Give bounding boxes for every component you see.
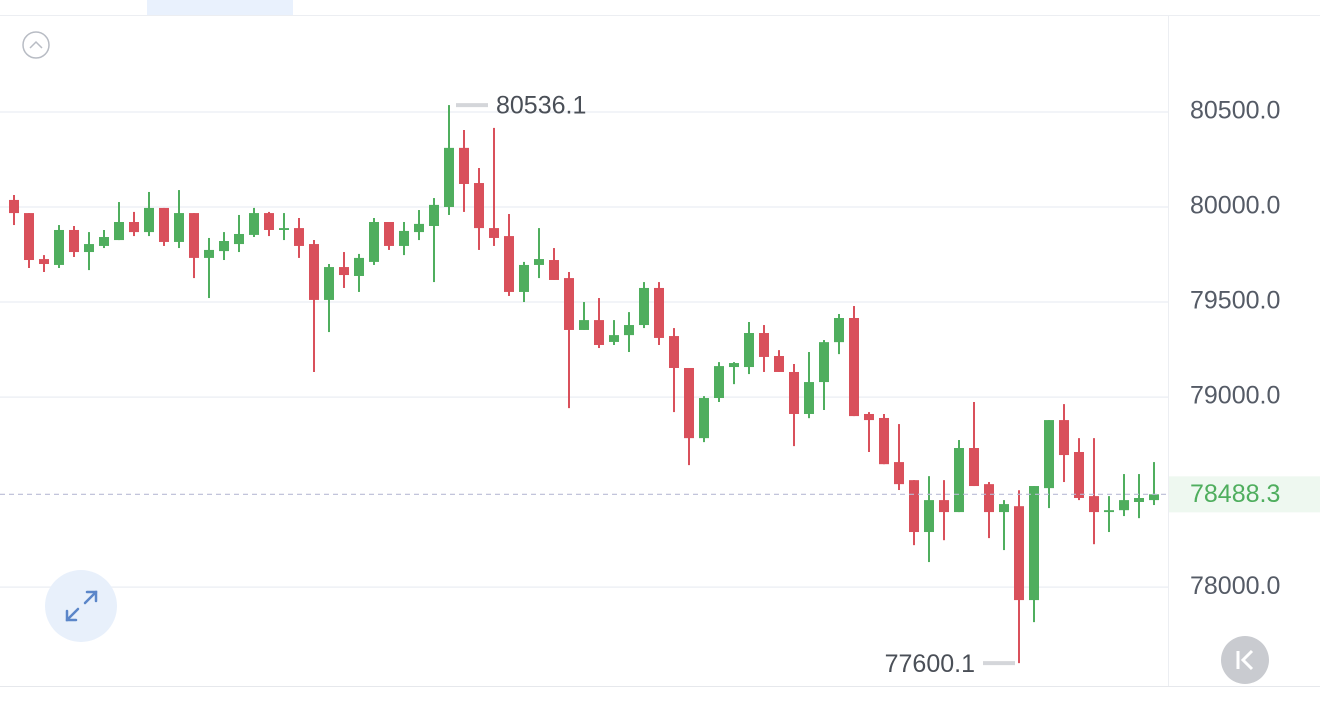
candle-body [54, 229, 64, 265]
candle-body [1074, 452, 1084, 499]
candle-body [39, 259, 49, 265]
y-tick-label: 80500.0 [1190, 97, 1280, 125]
candle-body [24, 213, 34, 261]
candle-body [909, 480, 919, 533]
candle-body [924, 500, 934, 533]
candle-body [519, 264, 529, 292]
candle-body [354, 257, 364, 276]
candle-body [549, 260, 559, 280]
candle-body [504, 236, 514, 292]
last-price-box [1169, 476, 1320, 513]
candle-body [1059, 420, 1069, 456]
candle-body [744, 333, 754, 368]
candle-body [399, 230, 409, 246]
candle-body [294, 228, 304, 246]
candle-body [789, 371, 799, 414]
candle-body [564, 278, 574, 330]
candle-body [699, 398, 709, 439]
max-label: 80536.1 [496, 92, 586, 120]
candle-body [129, 222, 139, 233]
last-price-label: 78488.3 [1190, 480, 1280, 508]
candle-body [459, 147, 469, 184]
candle-body [1029, 486, 1039, 601]
candle-body [639, 287, 649, 326]
candle-body [339, 267, 349, 276]
candle-body [669, 336, 679, 368]
candle-body [1134, 498, 1144, 502]
candle-body [1119, 500, 1129, 511]
candle-body [894, 462, 904, 485]
candle-body [609, 335, 619, 342]
candle-body [759, 333, 769, 357]
candle-body [804, 382, 814, 414]
candle-body [819, 342, 829, 383]
candle-body [84, 244, 94, 253]
candle-body [714, 366, 724, 399]
candle-body [369, 222, 379, 262]
candle-body [939, 500, 949, 513]
candle-body [834, 317, 844, 343]
y-tick-label: 80000.0 [1190, 192, 1280, 220]
candle-body [249, 213, 259, 235]
candle-body [324, 267, 334, 300]
active-tab[interactable] [147, 0, 293, 15]
y-tick-label: 79500.0 [1190, 287, 1280, 315]
candle-body [774, 356, 784, 372]
candle-body [984, 484, 994, 513]
candle-body [414, 223, 424, 233]
candle-body [204, 249, 214, 258]
candle-body [174, 213, 184, 242]
candle-body [474, 183, 484, 229]
candle-body [1044, 420, 1054, 489]
candle-body [219, 241, 229, 252]
candle-body [9, 199, 19, 214]
candle-body [624, 325, 634, 336]
candle-body [849, 317, 859, 417]
candle-body [534, 259, 544, 265]
candle-body [264, 213, 274, 230]
candle-body [99, 237, 109, 246]
candle-body [729, 363, 739, 368]
expand-button[interactable] [45, 570, 117, 642]
candle-body [309, 244, 319, 300]
candle-body [189, 213, 199, 258]
candle-body [279, 228, 289, 230]
candle-body [684, 367, 694, 439]
candle-body [69, 229, 79, 253]
y-tick-label: 79000.0 [1190, 382, 1280, 410]
candle-body [444, 147, 454, 207]
candle-body [1104, 510, 1114, 513]
candle-body [234, 233, 244, 245]
candle-body [429, 204, 439, 226]
candle-body [579, 320, 589, 330]
candle-body [954, 448, 964, 513]
candle-body [594, 320, 604, 345]
candle-body [144, 207, 154, 233]
candle-body [999, 504, 1009, 513]
scroll-to-latest-button[interactable] [1221, 636, 1269, 684]
collapse-button[interactable] [22, 31, 50, 59]
candle-body [1149, 494, 1159, 501]
candle-body [654, 287, 664, 338]
candle-body [1014, 506, 1024, 601]
candle-body [879, 417, 889, 465]
y-tick-label: 78000.0 [1190, 572, 1280, 600]
candle-body [114, 222, 124, 241]
candle-body [864, 413, 874, 421]
min-label: 77600.1 [885, 650, 975, 678]
candle-body [1089, 496, 1099, 513]
candle-body [159, 207, 169, 242]
candle-body [384, 222, 394, 246]
candle-body [489, 228, 499, 238]
candle-body [969, 448, 979, 487]
